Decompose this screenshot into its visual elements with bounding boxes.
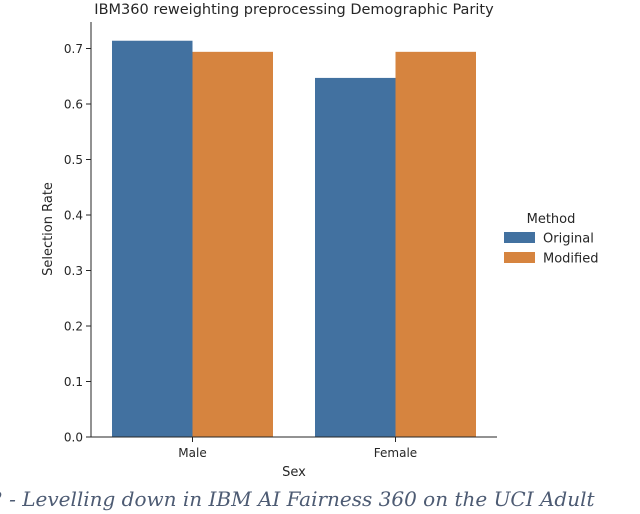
x-axis-label: Sex — [282, 465, 306, 480]
x-tick-label: Male — [178, 446, 206, 460]
y-tick-label: 0.1 — [64, 375, 83, 389]
axes-group — [90, 22, 497, 438]
x-ticks-group: Male Female — [178, 437, 417, 460]
y-tick-label: 0.5 — [64, 153, 83, 167]
legend-swatch-modified — [504, 252, 535, 263]
bar-original-male — [112, 40, 193, 437]
y-axis-label: Selection Rate — [41, 182, 56, 276]
y-ticks-group: 0.0 0.1 0.2 0.3 0.4 0.5 0.6 0.7 — [64, 42, 91, 445]
y-tick-label: 0.4 — [64, 209, 83, 223]
figure-caption: 2 - Levelling down in IBM AI Fairness 36… — [0, 487, 595, 511]
bars-group — [112, 40, 476, 437]
bar-modified-female — [395, 51, 476, 437]
x-tick-label: Female — [374, 446, 417, 460]
legend-swatch-original — [504, 232, 535, 243]
y-tick-label: 0.2 — [64, 320, 83, 334]
y-tick-label: 0.3 — [64, 264, 83, 278]
legend-label-original: Original — [543, 232, 594, 247]
bar-modified-male — [192, 51, 273, 437]
bar-original-female — [315, 77, 396, 437]
y-tick-label: 0.6 — [64, 98, 83, 112]
y-tick-label: 0.0 — [64, 431, 83, 445]
chart-title: IBM360 reweighting preprocessing Demogra… — [94, 2, 494, 18]
legend: Method Original Modified — [504, 212, 598, 267]
y-tick-label: 0.7 — [64, 42, 83, 56]
legend-label-modified: Modified — [543, 252, 598, 267]
legend-title: Method — [527, 212, 576, 227]
bar-chart: IBM360 reweighting preprocessing Demogra… — [41, 2, 598, 480]
